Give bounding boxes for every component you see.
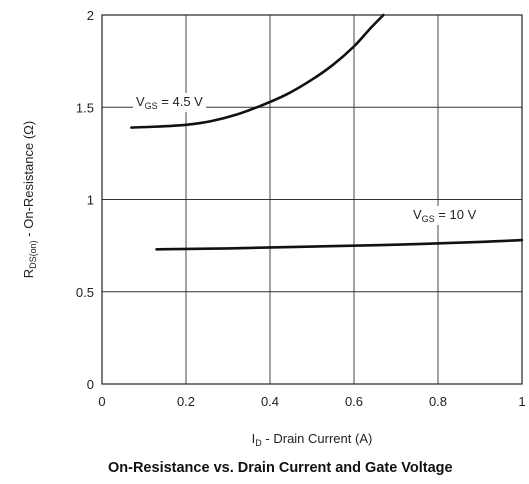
x-tick-label: 0: [98, 394, 105, 409]
grid-lines: [101, 14, 523, 385]
y-tick-label: 0: [87, 377, 94, 392]
x-axis-title-sub: D: [255, 438, 262, 448]
x-tick-label: 0.2: [177, 394, 195, 409]
y-tick-label: 0.5: [76, 285, 94, 300]
series-label-rest: = 4.5 V: [158, 94, 203, 109]
series-label-vgs-4-5: VGS = 4.5 V: [136, 94, 203, 111]
x-tick-label: 0.6: [345, 394, 363, 409]
x-tick-label: 0.4: [261, 394, 279, 409]
chart-title: On-Resistance vs. Drain Current and Gate…: [108, 460, 453, 476]
y-tick-labels: 0 0.5 1 1.5 2: [76, 8, 94, 392]
series-label-main: V: [413, 207, 422, 222]
y-tick-label: 1: [87, 193, 94, 208]
series-label-main: V: [136, 94, 145, 109]
y-axis-title: RDS(on) - On-Resistance (Ω): [21, 121, 38, 278]
x-axis-title-main: I: [252, 431, 256, 446]
series-label-bg-vgs-10: [410, 206, 480, 225]
series-label-vgs-10: VGS = 10 V: [413, 207, 477, 224]
x-tick-label: 0.8: [429, 394, 447, 409]
x-tick-labels: 0 0.2 0.4 0.6 0.8 1: [98, 394, 525, 409]
y-axis-title-main: R: [21, 269, 36, 278]
series-label-rest: = 10 V: [435, 207, 477, 222]
y-tick-label: 2: [87, 8, 94, 23]
y-axis-title-sub: DS(on): [28, 240, 38, 269]
series-group: [130, 13, 524, 251]
series-label-sub: GS: [145, 101, 158, 111]
x-tick-label: 1: [518, 394, 525, 409]
y-tick-label: 1.5: [76, 100, 94, 115]
series-label-sub: GS: [422, 214, 435, 224]
y-axis-title-rest: - On-Resistance (Ω): [21, 121, 36, 241]
plot-frame: [101, 14, 523, 385]
series-line-vgs-10: [155, 238, 524, 251]
series-label-bg-vgs-4-5: [133, 93, 207, 112]
series-line-vgs-4-5: [130, 13, 385, 129]
x-axis-title: ID - Drain Current (A): [252, 431, 373, 448]
x-axis-title-rest: - Drain Current (A): [262, 431, 373, 446]
